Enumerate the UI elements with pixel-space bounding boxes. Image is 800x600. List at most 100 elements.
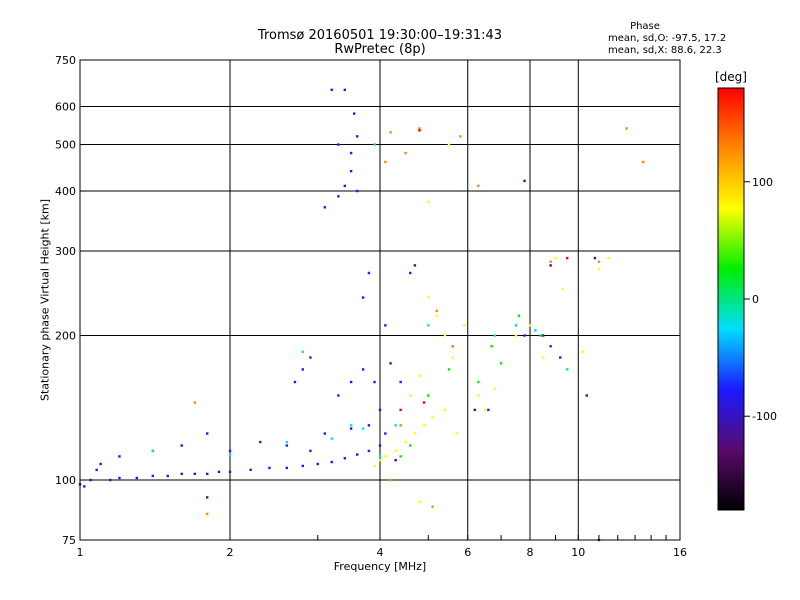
echo-point xyxy=(151,474,155,478)
echo-point xyxy=(384,160,387,164)
echo-point xyxy=(565,368,569,371)
echo-point xyxy=(455,432,458,435)
echo-point xyxy=(384,324,387,327)
echo-point xyxy=(378,458,382,462)
echo-point xyxy=(565,256,569,260)
echo-point xyxy=(228,470,232,474)
y-tick-label: 400 xyxy=(55,185,76,198)
echo-point xyxy=(427,200,430,203)
phase-x-stats: mean, sd,X: 88.6, 22.3 xyxy=(608,45,722,56)
echo-point xyxy=(228,453,232,456)
echo-point xyxy=(642,160,645,164)
echo-point xyxy=(597,267,601,271)
x-tick-label: 10 xyxy=(571,546,585,559)
echo-point xyxy=(151,449,155,453)
x-tick-label: 1 xyxy=(77,546,84,559)
echo-point xyxy=(477,380,480,384)
echo-point xyxy=(559,356,562,359)
echo-point xyxy=(355,453,359,456)
echo-point xyxy=(418,374,421,377)
echo-point xyxy=(517,314,521,317)
x-tick-label: 6 xyxy=(464,546,471,559)
echo-point xyxy=(378,455,382,458)
echo-point xyxy=(249,468,252,472)
echo-point xyxy=(561,287,564,291)
echo-point xyxy=(523,334,526,337)
echo-point xyxy=(285,440,288,444)
echo-point xyxy=(373,143,376,146)
echo-point xyxy=(541,334,545,337)
echo-point xyxy=(323,432,327,435)
echo-point xyxy=(343,184,347,188)
echo-point xyxy=(462,324,466,327)
echo-point xyxy=(541,356,545,359)
echo-point xyxy=(413,432,417,435)
echo-point xyxy=(418,129,421,132)
echo-point xyxy=(394,424,397,427)
echo-point xyxy=(539,334,542,337)
echo-point xyxy=(451,345,455,348)
echo-point xyxy=(384,432,387,435)
echo-point xyxy=(459,135,462,138)
echo-point xyxy=(349,169,353,173)
y-tick-label: 750 xyxy=(55,54,76,67)
echo-point xyxy=(593,256,597,260)
echo-point xyxy=(409,271,412,275)
echo-point xyxy=(180,472,183,476)
echo-point xyxy=(528,324,532,327)
echo-point xyxy=(293,380,297,384)
echo-point xyxy=(389,362,392,365)
x-tick-label: 4 xyxy=(377,546,384,559)
echo-point xyxy=(483,408,487,412)
echo-point xyxy=(349,427,353,430)
echo-point xyxy=(135,476,138,480)
echo-point xyxy=(384,455,387,458)
echo-point xyxy=(389,131,392,134)
colorbar-tick-label: 100 xyxy=(752,176,773,189)
echo-point xyxy=(549,264,552,267)
colorbar-tick-label: -100 xyxy=(752,410,777,423)
y-tick-label: 300 xyxy=(55,245,76,258)
echo-point xyxy=(477,394,480,397)
echo-point xyxy=(83,485,86,488)
echo-point xyxy=(431,505,434,508)
echo-point xyxy=(404,440,407,444)
chart-title-line1: Tromsø 20160501 19:30:00–19:31:43 xyxy=(257,28,503,43)
x-tick-label: 2 xyxy=(227,546,234,559)
echo-point xyxy=(514,334,518,337)
y-tick-label: 600 xyxy=(55,101,76,114)
echo-point xyxy=(361,427,365,430)
echo-point xyxy=(585,394,588,397)
echo-point xyxy=(427,394,430,397)
echo-point xyxy=(499,362,503,365)
echo-point xyxy=(352,112,356,115)
echo-point xyxy=(349,424,353,427)
echo-point xyxy=(378,408,382,412)
echo-point xyxy=(343,88,347,92)
echo-point xyxy=(523,179,526,183)
y-tick-label: 200 xyxy=(55,330,76,343)
echo-point xyxy=(193,401,197,404)
echo-point xyxy=(285,444,288,447)
echo-point xyxy=(443,408,447,412)
echo-point xyxy=(228,449,232,453)
echo-point xyxy=(549,345,552,348)
echo-point xyxy=(193,472,197,476)
echo-point xyxy=(330,437,333,440)
echo-point xyxy=(301,368,305,371)
echo-point xyxy=(301,464,305,468)
echo-point xyxy=(399,424,402,427)
echo-point xyxy=(514,324,518,327)
echo-point xyxy=(118,455,121,458)
echo-point xyxy=(301,350,305,353)
echo-point xyxy=(205,472,209,476)
echo-point xyxy=(367,424,371,427)
echo-point xyxy=(205,496,209,499)
colorbar-tick-label: 0 xyxy=(752,293,759,306)
colorbar-title: [deg] xyxy=(715,70,747,84)
y-tick-label: 75 xyxy=(62,534,76,547)
echo-point xyxy=(285,466,288,470)
echo-point xyxy=(180,444,183,447)
echo-point xyxy=(422,424,426,427)
